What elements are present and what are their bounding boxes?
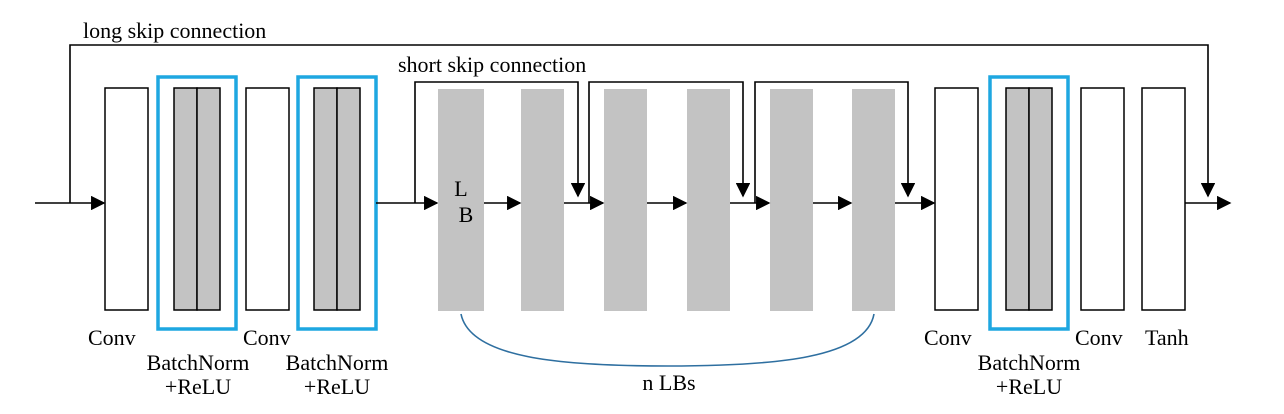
batchnorm-highlight-3 [988,75,1070,331]
batchnorm-block-3a [1005,87,1030,311]
bn1-label-line2: +ReLU [165,374,231,399]
lb-block-1 [438,89,484,311]
conv4-label: Conv [1075,325,1123,350]
conv-block-2 [245,87,290,311]
tanh-block [1141,87,1186,311]
bn2-label-line1: BatchNorm [286,350,389,375]
short-skip-label: short skip connection [398,52,586,77]
bn2-label-line2: +ReLU [304,374,370,399]
batchnorm-block-1b [196,87,221,311]
conv3-label: Conv [924,325,972,350]
batchnorm-highlight-1 [156,75,238,331]
lb-block-6 [852,89,895,311]
bn3-label-line1: BatchNorm [978,350,1081,375]
short-skip-connection-2 [588,81,751,203]
tanh-label: Tanh [1145,325,1189,350]
conv-block-4 [1080,87,1125,311]
lb-block-4 [687,89,730,311]
batchnorm-block-2a [313,87,338,311]
short-skip-connection-1 [414,81,586,203]
bn1-label-line1: BatchNorm [147,350,250,375]
lb-label-line2: B [459,202,474,227]
short-skip-connection-3 [754,81,916,203]
lb-block-3 [604,89,647,311]
conv2-label: Conv [243,325,291,350]
bn3-label-line2: +ReLU [996,374,1062,399]
conv1-label: Conv [88,325,136,350]
n-lbs-brace [460,313,875,367]
long-skip-label: long skip connection [83,18,266,43]
batchnorm-block-1a [173,87,198,311]
lb-block-2 [521,89,564,311]
lb-block-5 [770,89,813,311]
long-skip-connection-line [69,44,1216,203]
batchnorm-block-3b [1028,87,1053,311]
lb-label-line1: L [454,176,467,201]
batchnorm-block-2b [336,87,361,311]
conv-block-1 [104,87,149,311]
conv-block-3 [934,87,979,311]
n-lbs-label: n LBs [642,370,695,395]
